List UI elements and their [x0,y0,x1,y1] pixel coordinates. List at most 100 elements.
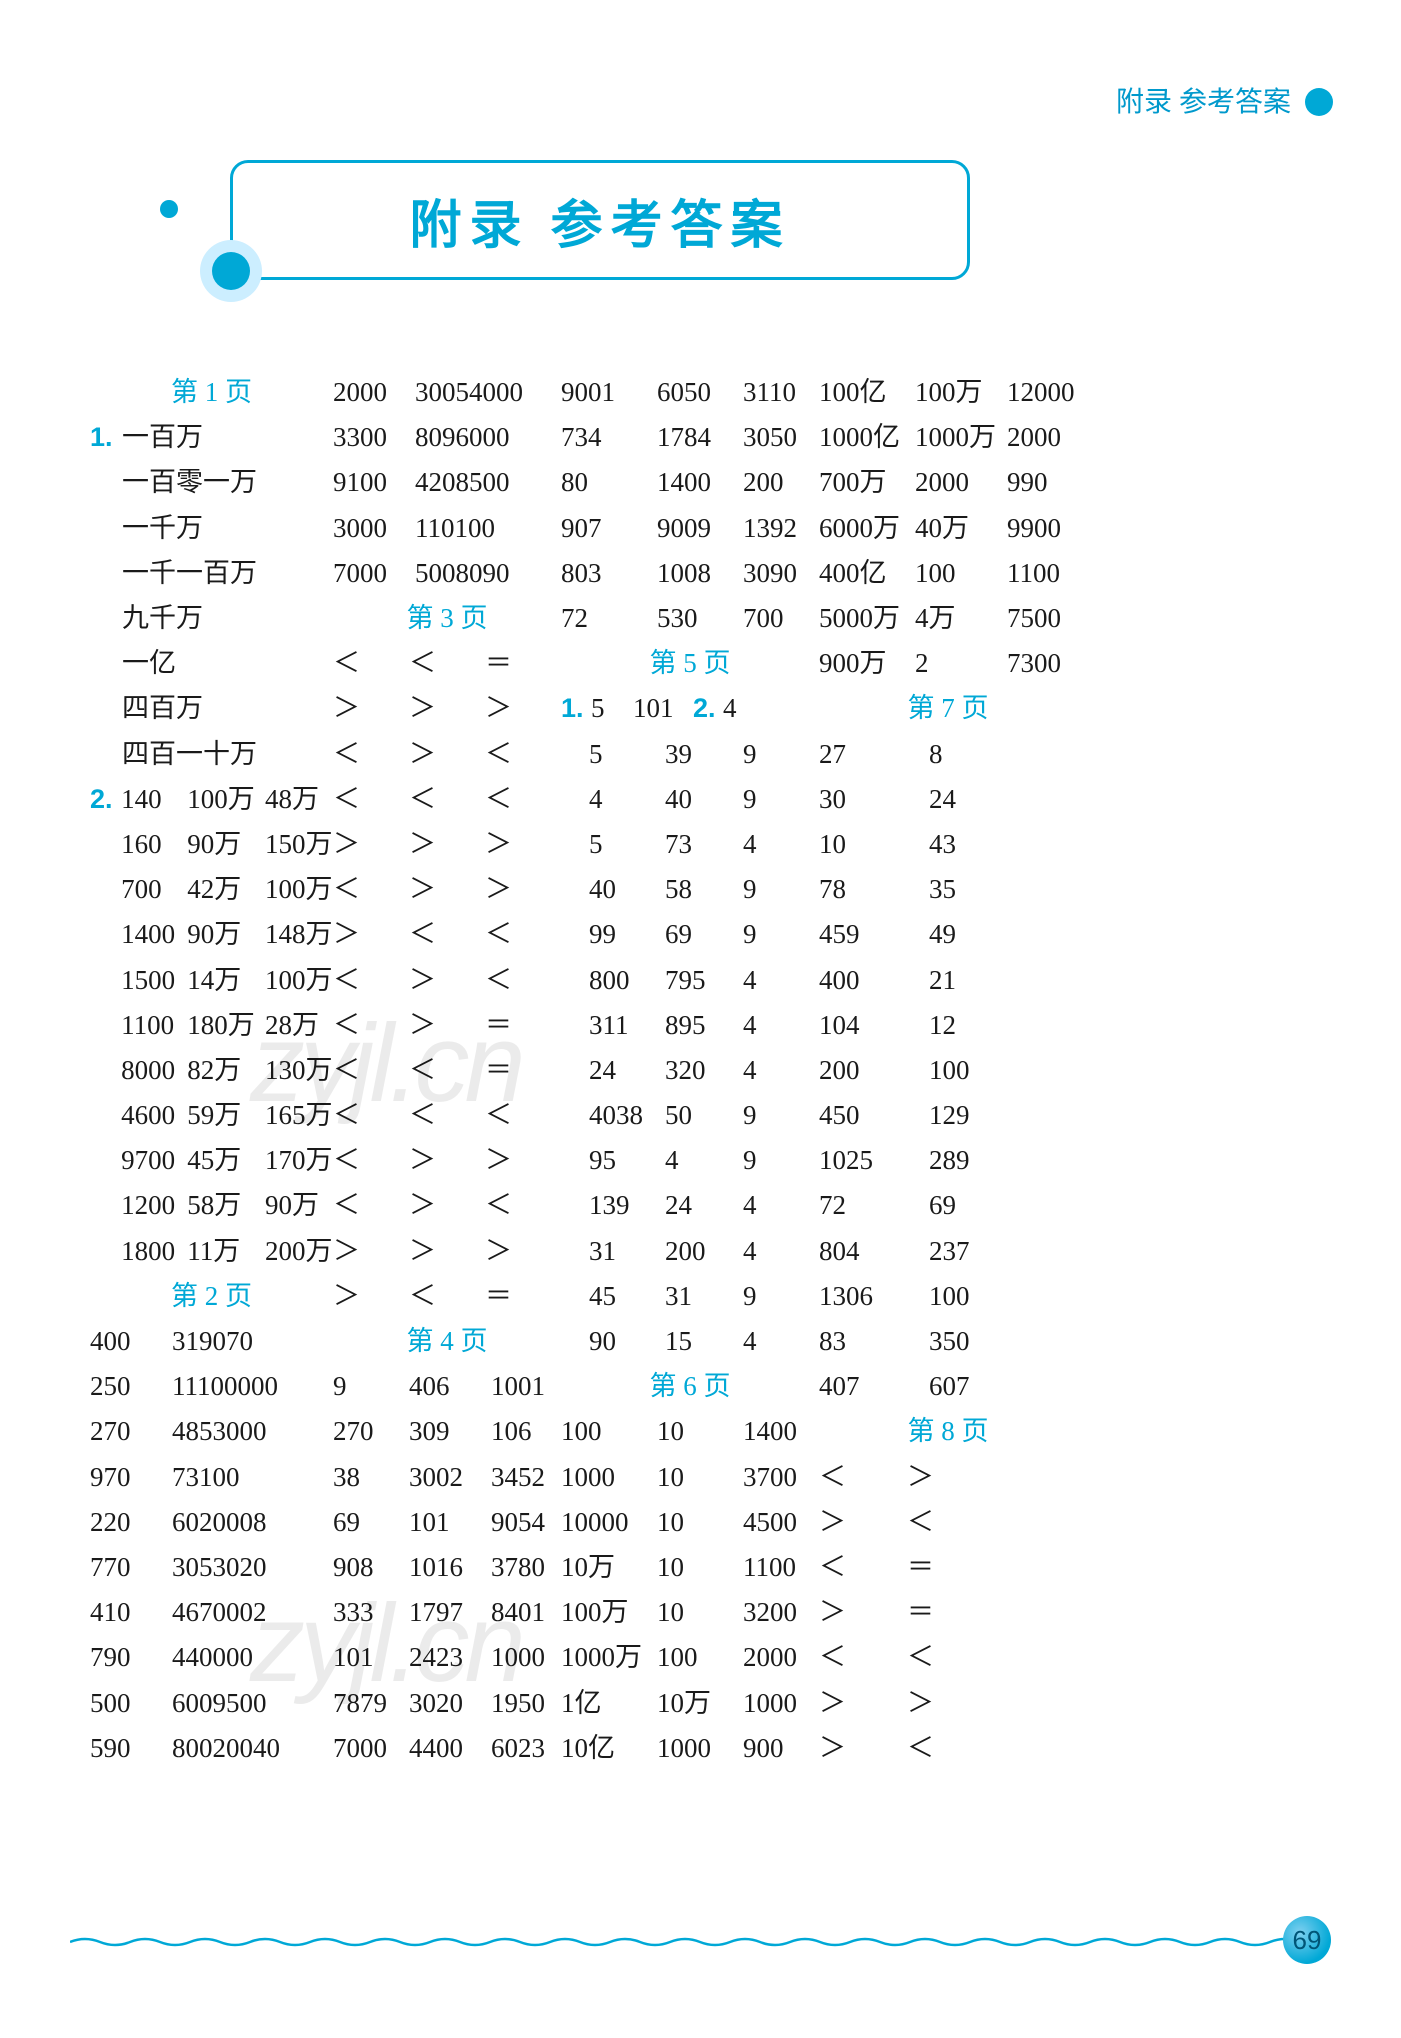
table-row: ＜＞＜ [333,1183,561,1228]
table-row: 1.一百万 [90,415,333,460]
cell: 2000 [915,469,1007,496]
table-row: 800082万130万 [90,1048,333,1093]
cell: 101 [633,695,693,722]
cell: ＞ [409,831,485,858]
table-row: 139244 [561,1183,819,1228]
cell: 1306 [819,1283,929,1310]
table-row: 790440000 [90,1635,333,1680]
cell: 165万 [265,1102,333,1129]
table-row: 33317978401 [333,1590,561,1635]
table-row: 700万2000990 [819,460,1077,505]
table-row: 3118954 [561,1003,819,1048]
cell: 311 [589,1012,665,1039]
cell: 73 [665,831,743,858]
table-row: 25011100000 [90,1364,333,1409]
cell: 450 [819,1102,929,1129]
table-row: 2.140100万48万 [90,777,333,822]
cell: 407 [819,1373,929,1400]
table-row: 1亿10万1000 [561,1680,819,1725]
table-row: 70042万100万 [90,867,333,912]
header-breadcrumb: 附录 参考答案 [1116,80,1291,120]
cell: 9900 [1007,515,1077,542]
cell: 440000 [172,1644,253,1671]
table-row: 90810163780 [333,1545,561,1590]
cell: 一亿 [122,650,176,677]
cell: ＞ [333,1238,409,1265]
cell: ＜ [409,650,485,677]
cell: 1784 [657,424,743,451]
cell: ＜ [333,1102,409,1129]
header-dot-icon [1305,88,1333,116]
table-row: 四百一十万 [90,732,333,777]
cell: 770 [90,1554,172,1581]
cell: 1950 [491,1690,561,1717]
cell: 908 [333,1554,409,1581]
cell: 148万 [265,921,333,948]
cell: 100 [929,1057,1009,1084]
footer-wave-icon [70,1936,1330,1948]
cell: 9 [743,741,793,768]
cell: ＜ [333,650,409,677]
cell: 一百万 [122,424,203,451]
table-row: ＞＞ [819,1680,1077,1725]
cell: 4 [743,831,793,858]
cell: 1000 [491,1644,561,1671]
table-row: 第 7 页 [819,686,1077,731]
table-row: ＜＞＞ [333,1138,561,1183]
cell: 790 [90,1644,172,1671]
cell: 6020008 [172,1509,267,1536]
cell: ＞ [409,1012,485,1039]
table-row: 10万101100 [561,1545,819,1590]
table-row: 90790091392 [561,506,819,551]
cell: ＜ [485,786,545,813]
cell: 459 [819,921,929,948]
table-row: 5399 [561,732,819,777]
cell: 400 [819,967,929,994]
cell: 8401 [491,1599,561,1626]
table-row: ＜＜＜ [333,1093,561,1138]
cell: 590 [90,1735,172,1762]
cell: 5 [589,831,665,858]
cell: 3050 [743,424,813,451]
table-row: 1100180万28万 [90,1003,333,1048]
cell: 170万 [265,1147,333,1174]
table-row: 第 5 页 [561,641,819,686]
table-row: 97073100 [90,1455,333,1500]
page-label: 第 7 页 [908,695,989,722]
cell: ＝ [485,650,545,677]
table-row: 16090万150万 [90,822,333,867]
cell: 270 [333,1418,409,1445]
columns-wrap: 第 1 页1.一百万一百零一万一千万一千一百万九千万一亿四百万四百一十万2.14… [90,370,1310,1771]
table-row: 5006009500 [90,1680,333,1725]
cell: ＝ [485,1012,545,1039]
cell: 58 [665,876,743,903]
cell: ＞ [333,695,409,722]
cell: 237 [929,1238,1009,1265]
cell: 1200 [121,1192,187,1219]
cell: 3200 [743,1599,813,1626]
cell: 1400 [657,469,743,496]
table-row: 4104670002 [90,1590,333,1635]
table-row: 801400200 [561,460,819,505]
cell: 90万 [187,921,265,948]
cell: 8000 [121,1057,187,1084]
cell: 3000 [333,515,415,542]
cell: 4 [665,1147,743,1174]
cell: 3053020 [172,1554,267,1581]
cell: 907 [561,515,657,542]
cell: ＜ [409,921,485,948]
cell: 4 [743,1328,793,1355]
cell: 24 [665,1192,743,1219]
table-row: 1.51012.4 [561,686,819,731]
table-row: ＜＞＞ [333,867,561,912]
cell: ＞ [333,921,409,948]
cell: 10 [657,1509,743,1536]
cell: 3700 [743,1464,813,1491]
cell: 21 [929,967,1009,994]
cell: 1100 [743,1554,813,1581]
column-1: 第 1 页1.一百万一百零一万一千万一千一百万九千万一亿四百万四百一十万2.14… [90,370,333,1771]
cell: ＜ [819,1554,907,1581]
table-row: ＜＜＜ [333,777,561,822]
table-row: 100万103200 [561,1590,819,1635]
cell: ＜ [485,741,545,768]
